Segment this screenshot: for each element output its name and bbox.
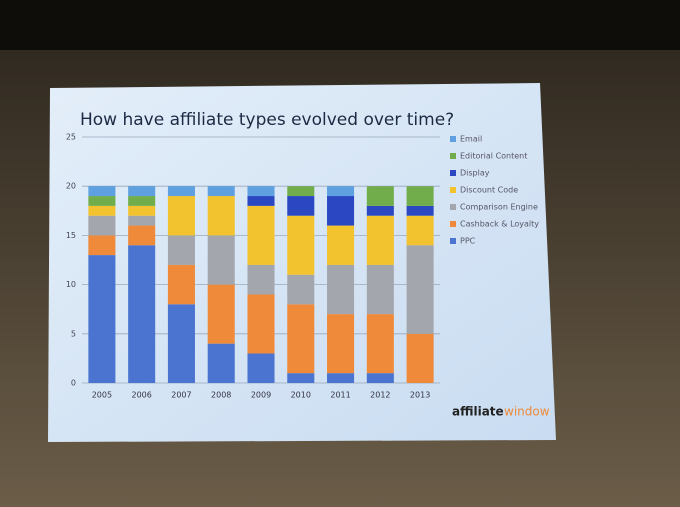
legend-label: PPC	[460, 237, 476, 246]
bar-segment	[207, 343, 235, 383]
bar-segment	[406, 186, 434, 206]
x-tick-label: 2011	[330, 391, 350, 400]
bar-segment	[247, 264, 275, 295]
legend-swatch	[450, 221, 456, 227]
bar-segment	[247, 196, 275, 206]
bar-segment	[287, 186, 315, 197]
bar-segment	[247, 205, 275, 265]
bar-segment	[128, 245, 156, 383]
bar-segment	[88, 186, 116, 197]
bar-segment	[88, 215, 116, 236]
x-tick-label: 2006	[131, 391, 151, 400]
legend-label: Comparison Engine	[460, 203, 538, 212]
bar-segment	[128, 186, 156, 197]
bar-segment	[128, 225, 156, 246]
legend-label: Display	[460, 169, 490, 178]
bar-segment	[327, 373, 355, 383]
bar-segment	[167, 196, 195, 236]
bar-segment	[287, 373, 315, 383]
bar-segment	[327, 196, 355, 226]
bar-segment	[366, 215, 394, 265]
legend-swatch	[450, 238, 456, 244]
bar-segment	[167, 186, 195, 197]
legend-swatch	[450, 170, 456, 176]
y-tick-label: 20	[66, 182, 76, 191]
x-tick-label: 2005	[92, 391, 112, 400]
bar-segment	[207, 186, 235, 197]
bar-segment	[207, 235, 235, 285]
bar-segment	[327, 225, 355, 265]
ceiling	[0, 0, 680, 50]
y-tick-label: 5	[71, 329, 76, 338]
legend-swatch	[450, 204, 456, 210]
x-tick-label: 2010	[291, 391, 311, 400]
chart-title: How have affiliate types evolved over ti…	[80, 110, 454, 130]
legend-swatch	[450, 187, 456, 193]
x-tick-label: 2012	[370, 391, 390, 400]
bar-segment	[366, 186, 394, 206]
legend-swatch	[450, 153, 456, 159]
bar-segment	[128, 196, 156, 206]
x-tick-label: 2008	[211, 391, 231, 400]
bar-segment	[207, 196, 235, 236]
y-tick-label: 15	[66, 231, 76, 240]
bar-segment	[406, 215, 434, 246]
bar-segment	[247, 294, 275, 354]
bar-segment	[247, 353, 275, 383]
bar-segment	[287, 304, 315, 374]
bar-segment	[128, 215, 156, 226]
bar-segment	[366, 314, 394, 374]
y-tick-label: 0	[71, 379, 76, 388]
bar-segment	[167, 235, 195, 265]
bar-segment	[167, 304, 195, 383]
y-tick-label: 25	[66, 133, 76, 142]
bar-segment	[287, 215, 315, 275]
bar-segment	[88, 255, 116, 383]
bar-segment	[247, 186, 275, 197]
bar-segment	[88, 196, 116, 206]
legend-label: Discount Code	[460, 186, 518, 195]
logo-text: affiliate	[452, 405, 504, 419]
bar-segment	[88, 235, 116, 256]
bar-segment	[366, 264, 394, 315]
logo-text: window	[504, 405, 550, 419]
legend-swatch	[450, 136, 456, 142]
bar-segment	[406, 245, 434, 334]
bar-segment	[327, 314, 355, 374]
x-tick-label: 2009	[251, 391, 271, 400]
legend-label: Editorial Content	[460, 152, 527, 161]
y-tick-label: 10	[66, 280, 76, 289]
bar-segment	[287, 196, 315, 216]
bar-segment	[406, 333, 434, 383]
legend-label: Cashback & Loyalty	[460, 220, 539, 229]
bar-segment	[406, 205, 434, 216]
bar-segment	[366, 205, 394, 216]
bar-segment	[287, 274, 315, 305]
bar-segment	[207, 284, 235, 344]
bar-segment	[128, 205, 156, 216]
bar-segment	[88, 205, 116, 216]
bar-segment	[327, 264, 355, 315]
x-tick-label: 2013	[410, 391, 430, 400]
x-tick-label: 2007	[171, 391, 191, 400]
bar-segment	[327, 186, 355, 197]
bar-segment	[167, 264, 195, 305]
legend-label: Email	[460, 135, 482, 144]
bar-segment	[366, 373, 394, 383]
